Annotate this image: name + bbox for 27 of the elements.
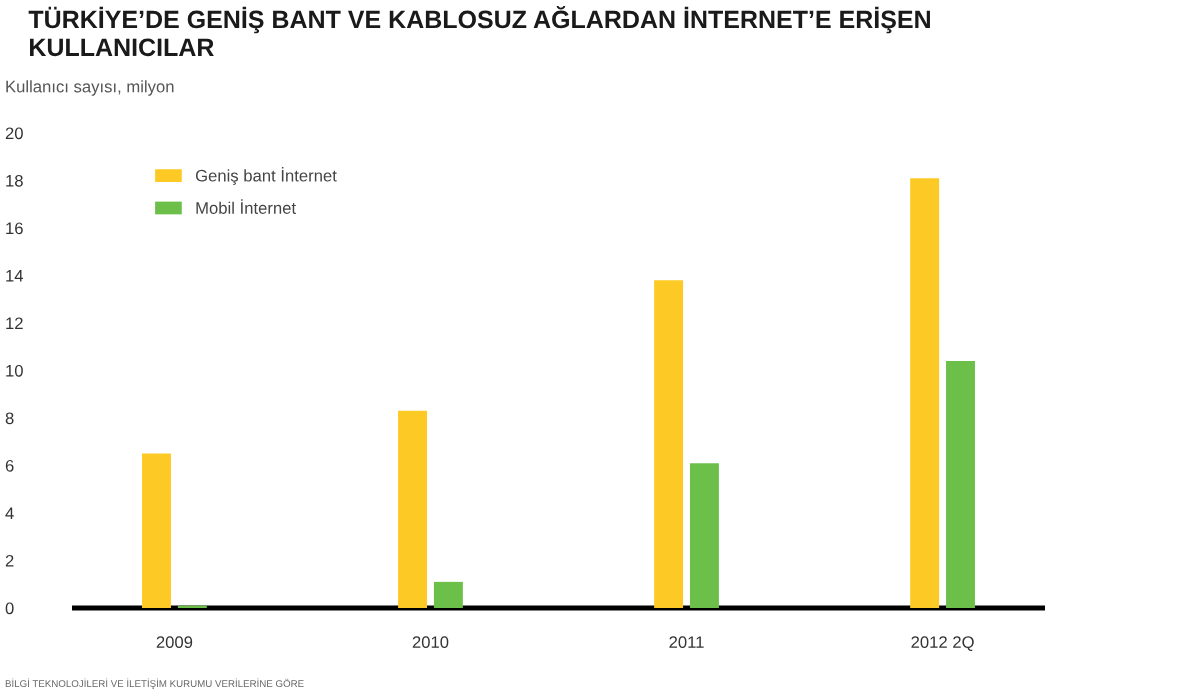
- y-tick-label: 6: [5, 459, 14, 472]
- bar: [689, 463, 719, 608]
- x-tick-label: 2012 2Q: [911, 636, 974, 651]
- y-tick-label: 14: [6, 270, 24, 282]
- legend-label: Mobil İnternet: [196, 199, 296, 214]
- bar: [142, 453, 171, 608]
- y-tick-label: 2: [5, 554, 14, 567]
- y-tick-label: 16: [6, 222, 23, 235]
- bar: [946, 361, 975, 608]
- y-tick-label: 18: [6, 174, 23, 187]
- y-axis-title: Kullanıcı sayısı, milyon: [6, 80, 174, 96]
- chart-title: TÜRKİYE’DE GENİŞ BANT VE KABLOSUZ AĞLARDAN İNTERNET’E ERİŞEN KULLANICILAR: [28, 6, 930, 57]
- legend-label: Geniş bant İnternet: [195, 167, 337, 185]
- y-tick-label: 0: [5, 602, 14, 615]
- bar: [398, 410, 428, 608]
- x-tick-label: 2011: [669, 636, 704, 649]
- y-tick-label: 20: [5, 127, 23, 140]
- y-tick-label: 12: [6, 317, 23, 330]
- y-tick-label: 10: [6, 364, 23, 377]
- bar: [910, 178, 940, 608]
- y-tick-label: 4: [5, 507, 14, 520]
- x-tick-label: 2010: [412, 636, 449, 649]
- text: BİLGİ TEKNOLOJİLERİ VE İLETİŞİM KURUMU VERİLERİNE GÖRE: [5, 678, 304, 689]
- y-tick-label: 8: [5, 412, 14, 425]
- x-tick-label: 2009: [156, 636, 193, 649]
- bar: [433, 581, 463, 608]
- bar: [654, 280, 684, 608]
